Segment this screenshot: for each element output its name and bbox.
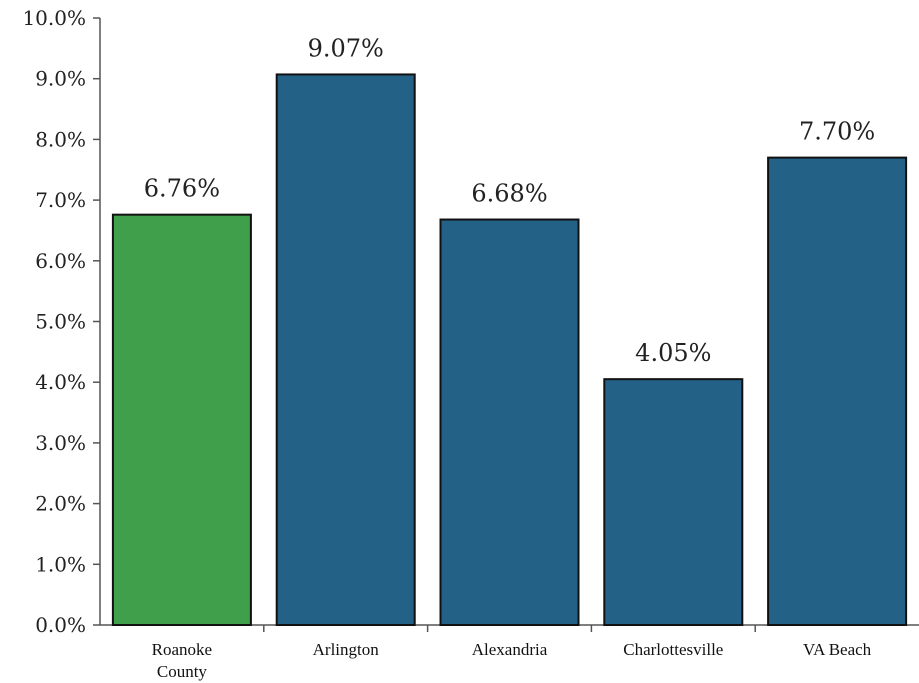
y-tick-label: 1.0% [35,552,86,576]
bar-arlington [275,73,416,627]
y-tick-label: 10.0% [22,6,86,30]
data-label: 6.76% [144,175,220,203]
y-tick-label: 3.0% [35,431,86,455]
data-label: 9.07% [308,34,384,62]
data-label: 7.70% [799,118,875,146]
bar-alexandria [439,218,580,627]
x-axis: Roanoke County Arlington Alexandria Charlott… [100,624,919,681]
y-tick-label: 2.0% [35,492,86,516]
bar-va-beach [767,156,908,627]
y-tick-label: 0.0% [35,613,86,637]
x-tick-label: Roanoke County [152,640,212,681]
y-tick-label: 5.0% [35,310,86,334]
bar-charlottesville [603,378,744,627]
y-tick-label: 7.0% [35,188,86,212]
x-tick-label: VA Beach [803,640,872,659]
x-tick-label: Arlington [313,640,380,659]
data-labels: 6.76% 9.07% 6.68% 4.05% 7.70% [144,34,875,367]
y-tick-label: 8.0% [35,127,86,151]
x-tick-label: Charlottesville [623,640,723,659]
x-tick-label: Alexandria [472,640,548,659]
bars [111,73,908,627]
data-label: 4.05% [635,339,711,367]
y-tick-label: 6.0% [35,249,86,273]
data-label: 6.68% [471,180,547,208]
y-tick-label: 4.0% [35,370,86,394]
y-axis: 0.0% 1.0% 2.0% 3.0% 4.0% 5.0% 6.0% 7.0% 8.0% 9.0%… [22,6,101,637]
bar-roanoke-county [111,213,252,626]
y-tick-label: 9.0% [35,67,86,91]
